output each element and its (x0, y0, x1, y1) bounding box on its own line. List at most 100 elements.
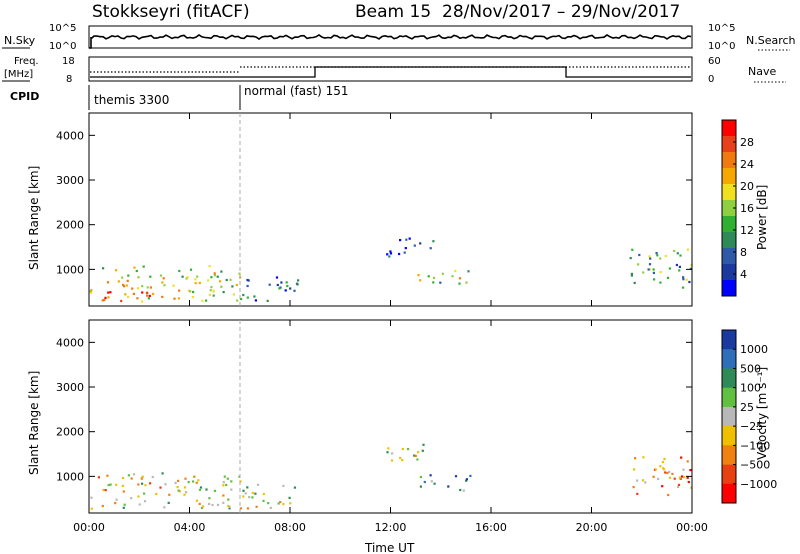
echo-cell-1-0 (213, 489, 216, 492)
echo-cell-1-4 (661, 485, 664, 488)
echo-cell-1-0 (225, 483, 228, 487)
echo-cell-1-4 (681, 475, 684, 478)
echo-cell-0-2 (268, 283, 271, 286)
nave-tick-bottom: 0 (708, 74, 714, 85)
echo-cell-0-2 (246, 296, 249, 299)
echo-cell-0-5 (679, 254, 682, 257)
echo-cell-1-4 (634, 457, 637, 460)
echo-cell-1-4 (632, 486, 635, 489)
echo-cell-0-5 (637, 263, 640, 266)
echo-cell-1-0 (102, 488, 105, 492)
echo-cell-1-0 (227, 504, 230, 508)
ytick-label: 3000 (56, 381, 84, 394)
echo-cell-1-0 (121, 476, 125, 480)
echo-cell-1-1 (288, 496, 291, 499)
echo-cell-1-2 (414, 454, 417, 458)
echo-cell-1-4 (654, 468, 657, 471)
echo-cell-1-4 (663, 468, 666, 471)
echo-cell-0-0 (231, 285, 234, 288)
echo-cell-1-1 (254, 492, 257, 495)
echo-cell-0-0 (149, 286, 152, 289)
echo-cell-0-3 (429, 247, 432, 250)
echo-cell-0-0 (162, 277, 165, 280)
echo-cell-0-0 (133, 266, 136, 269)
echo-cell-0-0 (220, 285, 223, 288)
echo-cell-1-0 (201, 505, 205, 508)
echo-cell-1-0 (222, 481, 225, 484)
power-colorbar: 28 24 20 16 12 8 4 (721, 119, 754, 297)
echo-cell-0-0 (205, 299, 208, 302)
echo-cell-1-0 (151, 475, 154, 479)
echo-cell-1-0 (115, 483, 118, 486)
echo-cell-1-0 (114, 502, 117, 505)
echo-cell-0-5 (652, 268, 655, 271)
colorbar-tick-label: 28 (740, 136, 754, 149)
freq-unit-label: [MHz] (4, 69, 33, 80)
echo-cell-1-1 (256, 483, 260, 486)
echo-cell-1-1 (293, 486, 296, 489)
echo-cell-1-1 (255, 505, 258, 508)
echo-cell-1-2 (387, 447, 390, 450)
echo-cell-1-0 (226, 477, 229, 480)
echo-cell-1-0 (205, 488, 208, 491)
echo-cell-1-3 (465, 479, 468, 482)
velocity-panel-frame (88, 319, 693, 514)
echo-cell-1-1 (262, 492, 265, 496)
echo-cell-0-0 (146, 286, 149, 289)
echo-cell-0-4 (427, 275, 430, 278)
echo-cell-0-0 (90, 289, 93, 292)
echo-cell-1-4 (679, 477, 682, 480)
echo-cell-0-5 (688, 280, 691, 284)
echo-cell-0-0 (189, 268, 193, 271)
echo-cell-0-0 (178, 289, 181, 292)
echo-cell-1-2 (416, 458, 419, 461)
echo-cell-0-1 (132, 292, 135, 295)
colorbar-swatch (722, 264, 736, 281)
colorbar-swatch (722, 120, 736, 137)
echo-cell-1-4 (659, 465, 662, 468)
echo-cell-1-4 (677, 485, 680, 488)
echo-cell-1-0 (211, 503, 214, 507)
echo-cell-0-0 (172, 284, 175, 287)
echo-cell-0-2 (284, 289, 287, 292)
echo-cell-0-0 (102, 267, 105, 270)
echo-cell-0-0 (225, 278, 228, 282)
nsearch-tick-bottom: 10^0 (708, 41, 735, 52)
echo-cell-0-0 (229, 278, 232, 281)
echo-cell-0-0 (163, 284, 166, 287)
echo-cell-1-4 (663, 457, 666, 461)
echo-cell-1-1 (248, 496, 251, 499)
freq-label: Freq. (14, 56, 39, 67)
echo-cell-0-2 (293, 289, 296, 292)
echo-cell-0-5 (668, 267, 671, 270)
echo-cell-1-3 (419, 476, 422, 479)
colorbar-swatch (722, 232, 736, 249)
colorbar-swatch (722, 445, 736, 465)
echo-cell-0-0 (185, 277, 188, 280)
echo-cell-0-0 (106, 281, 110, 284)
freq-trace (90, 66, 691, 78)
nave-label: Nave (748, 65, 776, 78)
echo-cell-1-0 (144, 484, 147, 487)
echo-cell-1-1 (262, 499, 265, 502)
echo-cell-1-0 (222, 501, 225, 504)
echo-cell-1-0 (208, 502, 211, 506)
power-panel-frame (88, 112, 693, 307)
echo-cell-1-0 (230, 480, 233, 483)
echo-cell-0-2 (246, 284, 249, 288)
echo-cell-1-0 (138, 503, 141, 506)
colorbar-swatch (722, 168, 736, 185)
echo-cell-1-4 (668, 470, 671, 473)
colorbar-tick-label: −100 (740, 439, 770, 452)
echo-cell-0-2 (247, 279, 250, 282)
cpid-label: CPID (10, 90, 39, 103)
echo-cell-1-0 (222, 494, 225, 497)
echo-cell-0-0 (89, 291, 93, 294)
echo-cell-0-1 (146, 291, 149, 294)
echo-cell-1-4 (644, 481, 647, 484)
echo-cell-0-1 (101, 299, 104, 302)
echo-cell-0-2 (266, 299, 269, 302)
echo-cell-0-1 (120, 299, 123, 303)
echo-cell-1-0 (174, 481, 177, 484)
